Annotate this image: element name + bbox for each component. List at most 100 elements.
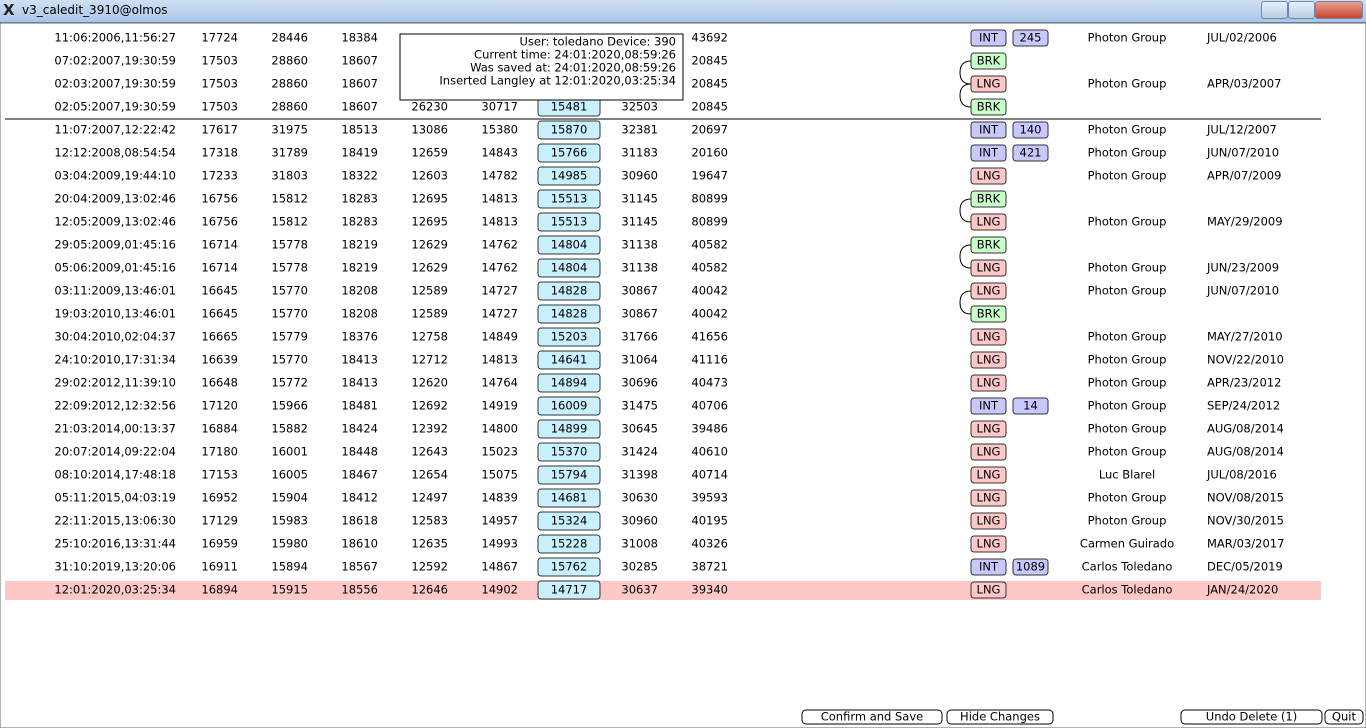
tag-box[interactable]	[970, 144, 1007, 162]
row-time: 22:11:2015,13:06:30	[54, 514, 176, 528]
row-value: 14727	[481, 307, 518, 321]
row-time: 08:10:2014,17:48:18	[54, 468, 176, 482]
row-value: 12589	[411, 284, 448, 298]
tag-box[interactable]	[970, 535, 1007, 553]
row-group: Carmen Guirado	[1080, 537, 1174, 551]
count-label: 140	[1020, 123, 1042, 137]
row-value: 14804	[551, 261, 588, 275]
value-box	[537, 511, 601, 531]
minimize-button[interactable]	[1261, 1, 1288, 19]
row-value: 41116	[691, 353, 728, 367]
row-time: 31:10:2019,13:20:06	[54, 560, 176, 574]
row-value: 18607	[341, 77, 378, 91]
tag-box[interactable]	[970, 351, 1007, 369]
row-value: 40610	[691, 445, 728, 459]
value-box	[537, 373, 601, 393]
tag-box[interactable]	[970, 420, 1007, 438]
row-value: 12643	[411, 445, 448, 459]
row-value: 12654	[411, 468, 448, 482]
row-value: 15894	[271, 560, 308, 574]
row-group: Photon Group	[1088, 330, 1167, 344]
tag-box[interactable]	[970, 167, 1007, 185]
row-value: 14902	[481, 583, 518, 597]
tag-box[interactable]	[970, 558, 1007, 576]
row-value: 18424	[341, 422, 378, 436]
row-value: 41656	[691, 330, 728, 344]
row-value: 14813	[481, 192, 518, 206]
row-group: Photon Group	[1088, 123, 1167, 137]
tag-box[interactable]	[970, 466, 1007, 484]
row-value: 18556	[341, 583, 378, 597]
row-value: 31138	[621, 261, 658, 275]
tag-label: LNG	[977, 169, 1001, 183]
tag-box[interactable]	[970, 443, 1007, 461]
row-group: Photon Group	[1088, 399, 1167, 413]
button[interactable]	[946, 709, 1054, 725]
row-value: 80899	[691, 215, 728, 229]
tag-box[interactable]	[970, 328, 1007, 346]
row-time: 02:05:2007,19:30:59	[54, 100, 176, 114]
row-value: 40706	[691, 399, 728, 413]
count-box	[1012, 144, 1049, 162]
tag-box[interactable]	[970, 489, 1007, 507]
row-value: 16665	[201, 330, 238, 344]
row-date: APR/07/2009	[1207, 169, 1281, 183]
row-time: 12:01:2020,03:25:34	[54, 583, 176, 597]
row-value: 18607	[341, 100, 378, 114]
row-date: AUG/08/2014	[1207, 422, 1284, 436]
row-time: 07:02:2007,19:30:59	[54, 54, 176, 68]
row-value: 18513	[341, 123, 378, 137]
button-label: Hide Changes	[960, 710, 1040, 724]
close-button[interactable]	[1315, 1, 1363, 19]
tooltip-line: Inserted Langley at 12:01:2020,03:25:34	[439, 74, 676, 88]
row-date: APR/23/2012	[1207, 376, 1281, 390]
row-value: 14828	[551, 307, 588, 321]
tag-label: LNG	[977, 284, 1001, 298]
tag-label: BRK	[977, 307, 1001, 321]
row-value: 40473	[691, 376, 728, 390]
row-value: 31008	[621, 537, 658, 551]
row-group: Photon Group	[1088, 491, 1167, 505]
row-value: 38721	[691, 560, 728, 574]
tag-box[interactable]	[970, 397, 1007, 415]
value-box	[537, 143, 601, 163]
tag-box[interactable]	[970, 121, 1007, 139]
row-value: 18567	[341, 560, 378, 574]
row-value: 30867	[621, 307, 658, 321]
row-time: 03:04:2009,19:44:10	[54, 169, 176, 183]
tag-label: LNG	[977, 514, 1001, 528]
row-value: 31398	[621, 468, 658, 482]
tag-label: INT	[979, 399, 999, 413]
row-value: 16639	[201, 353, 238, 367]
row-value: 16001	[271, 445, 308, 459]
row-value: 17724	[201, 31, 238, 45]
pair-bracket	[959, 244, 972, 269]
button[interactable]	[1324, 709, 1364, 725]
tag-label: INT	[979, 31, 999, 45]
tooltip-line: Current time: 24:01:2020,08:59:26	[474, 48, 676, 62]
button[interactable]	[1180, 709, 1323, 725]
row-value: 31145	[621, 192, 658, 206]
tag-box[interactable]	[970, 374, 1007, 392]
row-value: 30696	[621, 376, 658, 390]
row-value: 12620	[411, 376, 448, 390]
count-label: 1089	[1016, 560, 1045, 574]
row-value: 14782	[481, 169, 518, 183]
row-value: 28860	[271, 100, 308, 114]
tag-label: INT	[979, 560, 999, 574]
row-value: 12392	[411, 422, 448, 436]
tag-label: BRK	[977, 54, 1001, 68]
row-value: 14641	[551, 353, 588, 367]
tag-box[interactable]	[970, 29, 1007, 47]
button[interactable]	[801, 709, 943, 725]
value-box	[537, 465, 601, 485]
tag-box[interactable]	[970, 581, 1007, 599]
row-value: 16005	[271, 468, 308, 482]
row-value: 39340	[691, 583, 728, 597]
tag-box[interactable]	[970, 512, 1007, 530]
row-value: 31975	[271, 123, 308, 137]
maximize-button[interactable]	[1288, 1, 1315, 19]
row-time: 03:11:2009,13:46:01	[54, 284, 176, 298]
